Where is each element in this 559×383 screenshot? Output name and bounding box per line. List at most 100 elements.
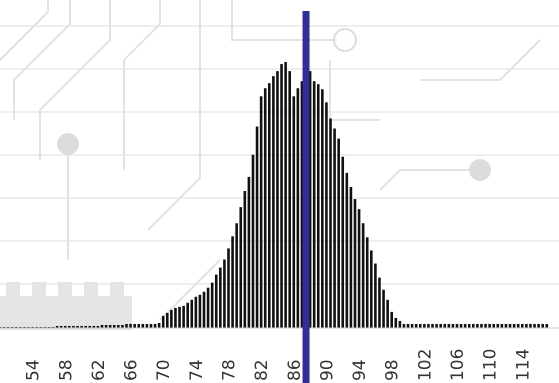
circuit-trace (159, 259, 221, 321)
bar (370, 250, 373, 328)
bar (243, 190, 247, 328)
x-tick-label: 66 (122, 359, 142, 381)
bar (88, 325, 92, 328)
bar (210, 282, 214, 328)
bar (219, 267, 222, 328)
bar (545, 323, 549, 328)
bar (63, 325, 67, 328)
marker-line (302, 11, 310, 383)
bar (504, 323, 508, 328)
circuit-trace (123, 0, 161, 170)
bar (337, 138, 340, 328)
circuit-node (57, 133, 79, 155)
bar (394, 317, 398, 328)
bar (533, 323, 536, 328)
x-tick-label: 70 (154, 359, 174, 381)
bar (276, 71, 279, 329)
bar (296, 88, 300, 329)
bar (202, 291, 206, 328)
chip-pin (32, 282, 46, 298)
x-tick-label: 78 (220, 359, 240, 381)
bar (272, 76, 275, 329)
bar (104, 324, 108, 328)
bar (431, 323, 434, 328)
bar (361, 223, 365, 328)
bar (259, 96, 263, 328)
x-tick-label: 58 (56, 359, 76, 381)
bar (206, 287, 210, 328)
bar (121, 324, 124, 328)
circuit-trace (13, 0, 71, 120)
bar (410, 323, 414, 328)
bar (292, 96, 296, 328)
bar (451, 323, 455, 328)
bar (112, 324, 116, 328)
chart-bars (0, 62, 549, 329)
bar (35, 326, 39, 328)
bar (329, 118, 332, 329)
circuit-trace (39, 0, 111, 160)
bar (186, 302, 189, 328)
bar (459, 323, 463, 328)
bar (418, 323, 422, 328)
bar (476, 323, 479, 328)
bar (170, 309, 173, 328)
bar (10, 326, 14, 328)
bar (500, 323, 504, 328)
bar (496, 323, 500, 328)
bar (15, 326, 18, 328)
x-tick-label: 62 (89, 359, 109, 381)
bar (406, 323, 410, 328)
circuit-trace (231, 0, 345, 41)
bar (6, 326, 10, 328)
bar (59, 325, 63, 328)
bar (374, 263, 377, 328)
bar (512, 323, 516, 328)
bar (247, 176, 251, 328)
bar (96, 325, 100, 328)
x-tick-label: 94 (350, 359, 370, 381)
bar (137, 323, 141, 328)
bar (55, 325, 59, 328)
bar (439, 323, 442, 328)
bar (357, 209, 361, 328)
bar (23, 326, 26, 328)
x-tick-label: 114 (513, 349, 533, 381)
bar (463, 323, 467, 328)
bar (288, 71, 291, 329)
bar (231, 236, 234, 328)
circuit-trace (420, 39, 541, 81)
bar (39, 326, 43, 328)
circuit-trace (147, 0, 201, 231)
bar (529, 323, 532, 328)
bar (182, 305, 185, 328)
bar (27, 326, 30, 328)
bar (386, 299, 389, 328)
bar (349, 186, 353, 328)
bar (190, 299, 194, 328)
bar (268, 83, 271, 328)
bar (472, 323, 475, 328)
x-tick-label: 110 (481, 349, 501, 381)
circuit-trace (0, 0, 49, 61)
bar (333, 128, 336, 328)
bar (516, 323, 520, 328)
bar (263, 88, 267, 329)
circuit-trace (379, 169, 480, 191)
bar (300, 81, 304, 328)
x-tick-label: 106 (448, 349, 468, 381)
bar (145, 323, 149, 328)
bar (125, 323, 128, 328)
bar (251, 154, 255, 328)
x-tick-label: 82 (252, 359, 272, 381)
bar (312, 81, 316, 328)
bar (423, 323, 426, 328)
x-tick-label: 102 (415, 349, 435, 381)
x-tick-label: 54 (24, 359, 44, 381)
bar (133, 323, 136, 328)
bar (353, 199, 357, 328)
bar (378, 277, 381, 328)
x-tick-label: 90 (317, 359, 337, 381)
bar (0, 326, 2, 328)
bar (488, 323, 491, 328)
